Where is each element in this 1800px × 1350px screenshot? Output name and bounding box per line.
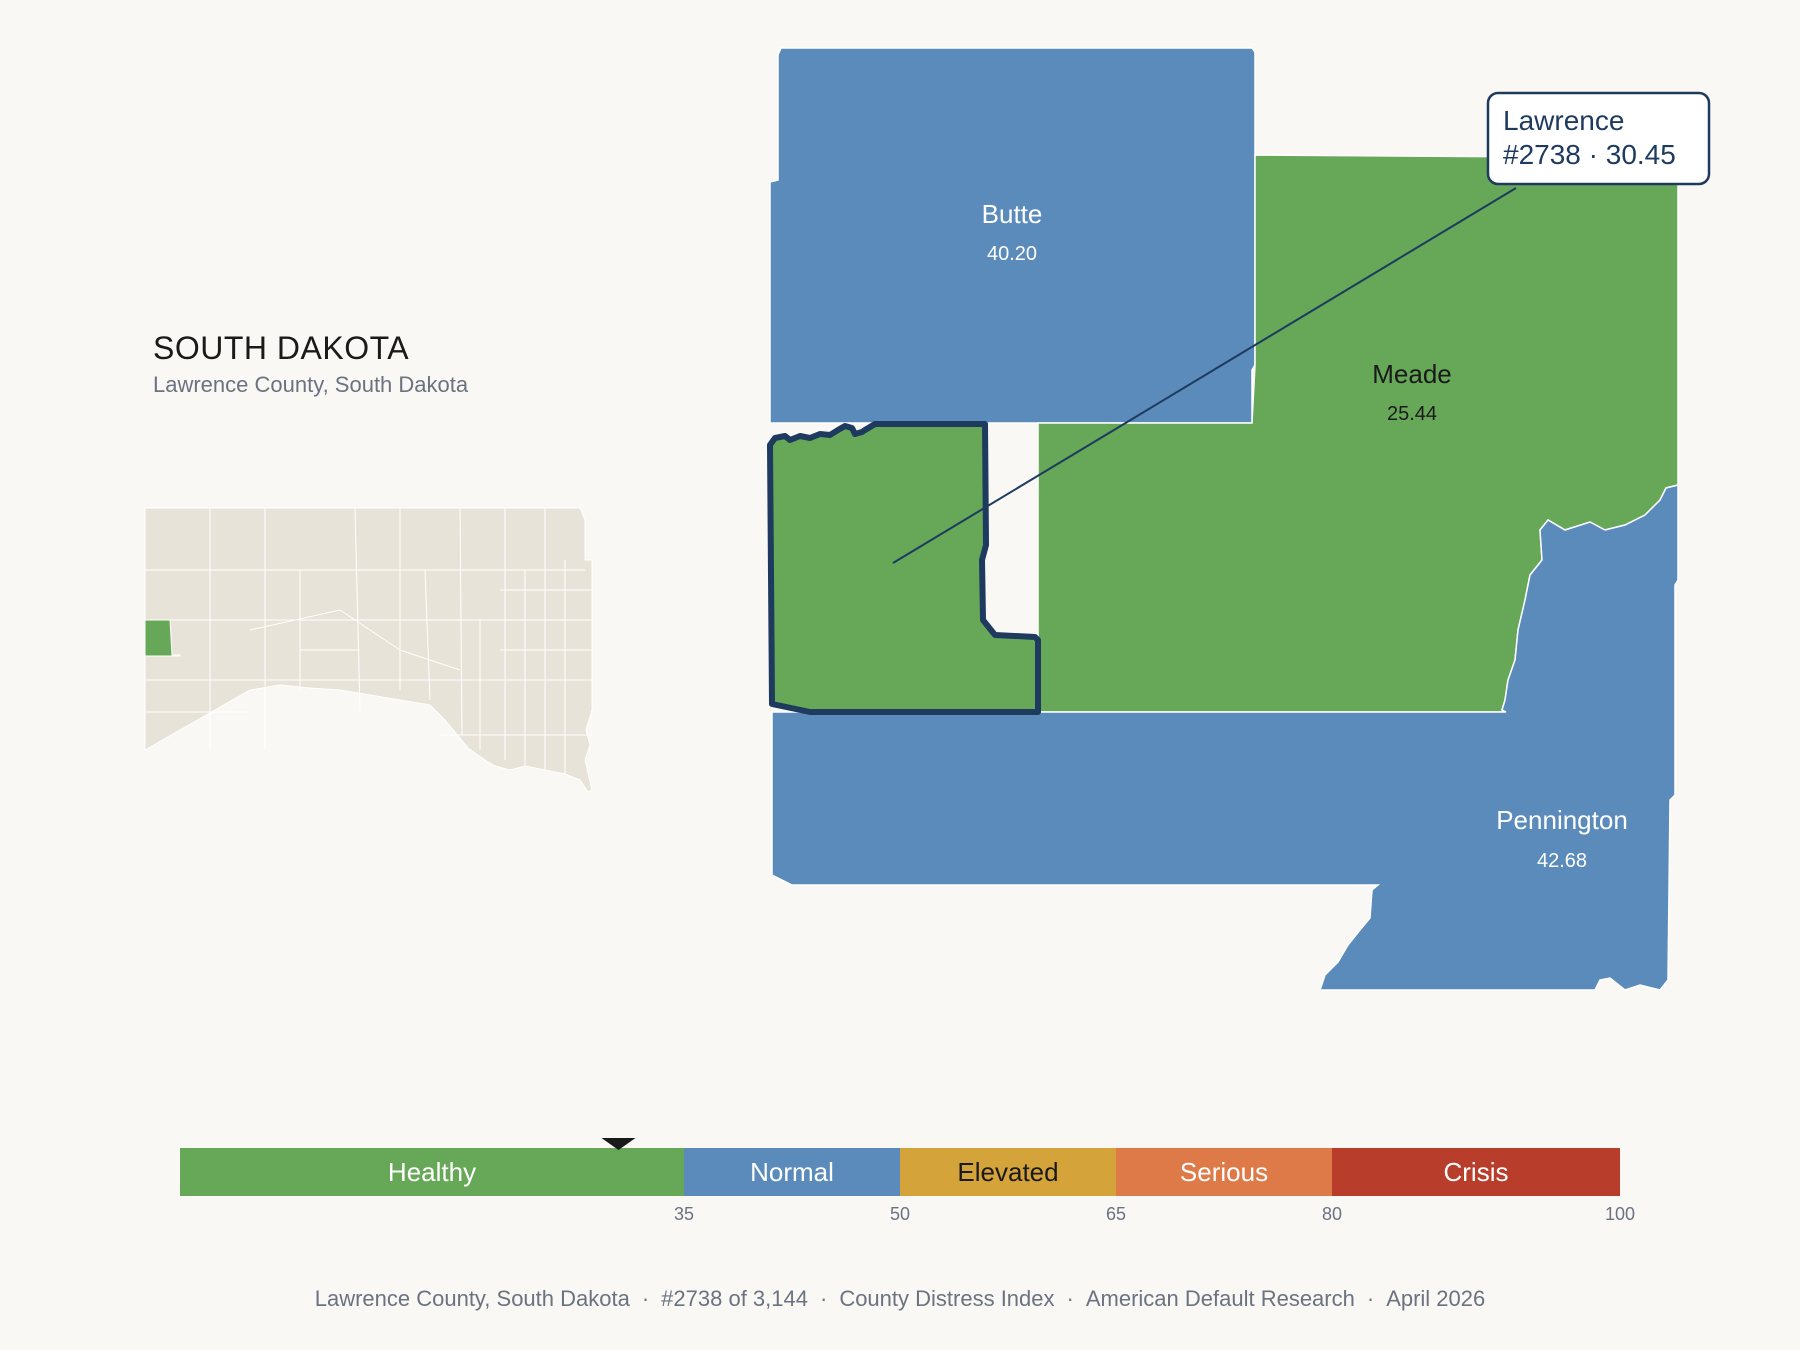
legend-label-elevated: Elevated	[957, 1157, 1058, 1187]
inset-highlight-county	[144, 619, 181, 657]
state-title: SOUTH DAKOTA	[153, 330, 410, 366]
legend-tick-100: 100	[1605, 1204, 1635, 1224]
callout-leader-line	[892, 187, 1517, 564]
legend-label-normal: Normal	[750, 1157, 834, 1187]
legend-scale: Healthy Normal Elevated Serious Crisis 35 50 65…	[180, 1138, 1635, 1224]
county-subtitle: Lawrence County, South Dakota	[153, 372, 469, 397]
footer-county: Lawrence County, South Dakota	[314, 1286, 630, 1311]
county-value-meade: 25.44	[1387, 403, 1437, 425]
county-label-butte: Butte	[982, 199, 1043, 229]
legend-marker	[601, 1138, 636, 1150]
county-value-pennington: 42.68	[1537, 850, 1587, 872]
county-label-meade: Meade	[1372, 359, 1452, 389]
footer: Lawrence County, South Dakota · #2738 of 3…	[314, 1286, 1486, 1311]
legend-label-crisis: Crisis	[1444, 1157, 1509, 1187]
callout-box: Lawrence #2738 · 30.45	[1486, 91, 1711, 186]
legend-tick-35: 35	[674, 1204, 694, 1224]
legend-tick-80: 80	[1322, 1204, 1342, 1224]
inset-state-map	[144, 507, 593, 793]
legend-label-healthy: Healthy	[388, 1157, 476, 1187]
legend-segment-healthy	[180, 1148, 684, 1196]
footer-publisher: American Default Research	[1085, 1286, 1355, 1311]
county-pennington[interactable]	[771, 484, 1679, 991]
legend-segment-serious	[1116, 1148, 1332, 1196]
legend-segment-elevated	[900, 1148, 1116, 1196]
county-value-butte: 40.20	[987, 243, 1037, 265]
legend-tick-50: 50	[890, 1204, 910, 1224]
legend-tick-65: 65	[1106, 1204, 1126, 1224]
callout-county-name: Lawrence	[1503, 105, 1624, 136]
county-label-pennington: Pennington	[1496, 805, 1628, 835]
legend-segment-crisis	[1332, 1148, 1620, 1196]
legend-segment-normal	[684, 1148, 900, 1196]
footer-rank: #2738 of 3,144	[661, 1286, 808, 1311]
county-lawrence[interactable]	[767, 421, 1041, 715]
legend-label-serious: Serious	[1180, 1157, 1268, 1187]
footer-index-name: County Distress Index	[839, 1286, 1055, 1311]
footer-date: April 2026	[1386, 1286, 1486, 1311]
callout-rank-value: #2738 · 30.45	[1503, 139, 1676, 170]
county-butte[interactable]	[769, 47, 1256, 424]
